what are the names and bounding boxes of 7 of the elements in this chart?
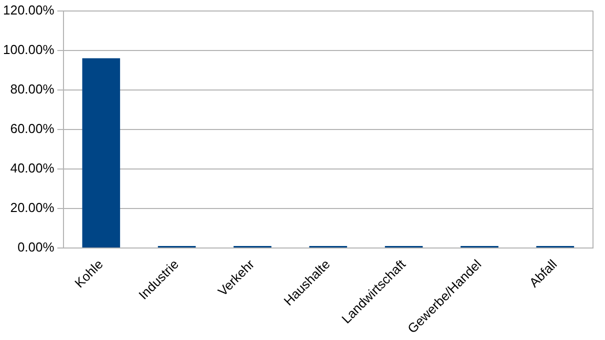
y-tick-label: 100.00% <box>2 42 55 57</box>
y-tick-label: 40.00% <box>10 160 55 176</box>
y-tick-label: 60.00% <box>10 120 55 136</box>
y-tick-label: 0.00% <box>17 240 55 255</box>
y-tick-label: 80.00% <box>10 81 55 96</box>
y-tick-label: 20.00% <box>10 200 55 216</box>
y-tick-label: 120.00% <box>2 2 55 18</box>
